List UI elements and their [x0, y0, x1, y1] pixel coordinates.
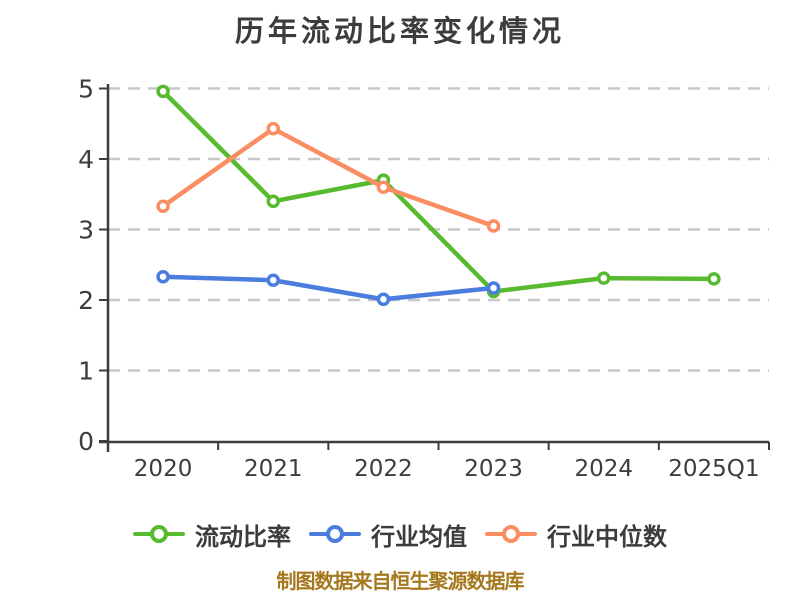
y-tick-label: 0 [78, 427, 94, 456]
data-point-marker [486, 281, 501, 295]
legend: 流动比率 行业均值 行业中位数 [0, 514, 800, 554]
x-tick-label: 2020 [134, 456, 193, 482]
y-tick-label: 4 [78, 145, 94, 174]
y-tick-label: 2 [78, 286, 94, 315]
legend-marker-icon [133, 524, 185, 544]
data-point-marker [266, 273, 280, 288]
y-tick-label: 1 [78, 357, 94, 386]
data-point-marker [376, 292, 391, 307]
data-point-marker [707, 272, 721, 286]
x-tick-label: 2025Q1 [668, 456, 759, 482]
legend-marker-icon [309, 524, 361, 544]
chart-title: 历年流动比率变化情况 [234, 14, 565, 48]
data-point-marker [156, 269, 170, 284]
x-tick-label: 2023 [464, 456, 523, 482]
legend-item-2: 行业中位数 [485, 517, 667, 552]
legend-item-1: 行业均值 [309, 517, 467, 552]
y-tick-label: 5 [78, 75, 94, 104]
data-point-marker [376, 180, 391, 194]
series-line-1 [160, 274, 496, 302]
x-tick-label: 2024 [574, 456, 633, 482]
y-tick-label: 3 [78, 216, 94, 245]
series-line-0 [160, 89, 717, 294]
legend-label: 行业中位数 [547, 522, 667, 551]
x-tick-label: 2022 [354, 456, 413, 482]
series-line-2 [160, 126, 496, 229]
data-point-marker [486, 219, 501, 233]
legend-item-0: 流动比率 [133, 517, 291, 552]
data-point-marker [597, 271, 611, 285]
x-tick-label: 2021 [244, 456, 303, 482]
source-caption: 制图数据来自恒生聚源数据库 [276, 569, 525, 593]
legend-label: 行业均值 [371, 522, 467, 551]
data-point-marker [266, 194, 280, 209]
data-point-marker [156, 84, 170, 99]
data-point-marker [156, 199, 170, 213]
legend-label: 流动比率 [195, 522, 291, 551]
data-point-marker [266, 121, 280, 136]
legend-marker-icon [485, 524, 537, 544]
